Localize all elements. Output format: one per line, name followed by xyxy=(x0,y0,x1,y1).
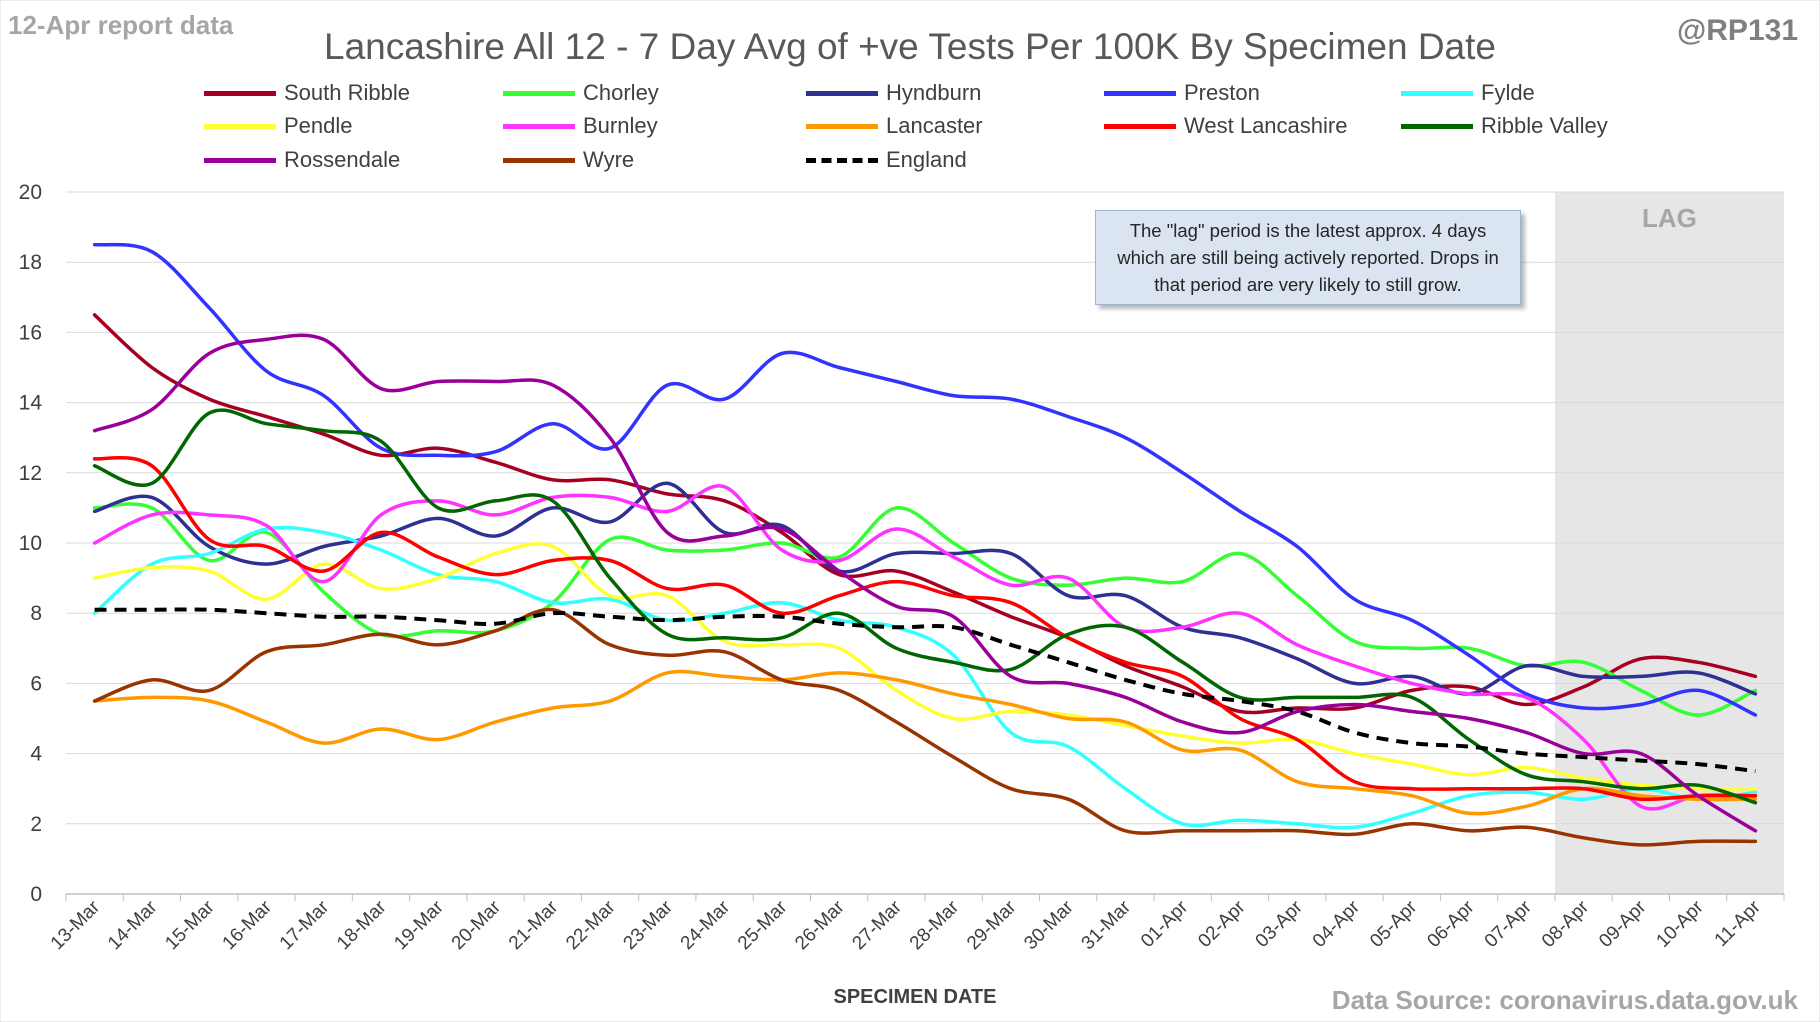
y-tick-label: 2 xyxy=(30,813,42,836)
legend-item-south-ribble: South Ribble xyxy=(204,78,410,108)
legend-label: Ribble Valley xyxy=(1481,113,1608,138)
y-tick-label: 12 xyxy=(19,462,42,485)
legend-label: Burnley xyxy=(583,113,658,138)
legend-swatch xyxy=(806,157,878,163)
legend-swatch xyxy=(204,123,276,129)
legend-item-preston: Preston xyxy=(1104,78,1260,108)
legend-swatch xyxy=(1401,90,1473,96)
legend-label: Preston xyxy=(1184,80,1260,105)
legend-label: Pendle xyxy=(284,113,353,138)
legend-item-fylde: Fylde xyxy=(1401,78,1535,108)
legend-swatch xyxy=(1104,90,1176,96)
y-tick-label: 20 xyxy=(19,181,42,204)
y-tick-label: 16 xyxy=(19,321,42,344)
legend-item-pendle: Pendle xyxy=(204,111,353,141)
report-date-note: 12-Apr report data xyxy=(8,10,234,40)
legend-item-wyre: Wyre xyxy=(503,145,634,175)
lag-annotation: The "lag" period is the latest approx. 4… xyxy=(1095,210,1521,305)
legend-label: Chorley xyxy=(583,80,659,105)
y-tick-label: 18 xyxy=(19,251,42,274)
y-tick-label: 6 xyxy=(30,672,42,695)
legend-label: South Ribble xyxy=(284,80,410,105)
legend-label: Fylde xyxy=(1481,80,1535,105)
legend-item-hyndburn: Hyndburn xyxy=(806,78,981,108)
legend-item-england: England xyxy=(806,145,967,175)
y-tick-label: 14 xyxy=(19,392,43,415)
legend-item-ribble-valley: Ribble Valley xyxy=(1401,111,1608,141)
legend-swatch xyxy=(1104,123,1176,129)
legend-label: Wyre xyxy=(583,147,635,172)
legend-item-burnley: Burnley xyxy=(503,111,658,141)
legend-swatch xyxy=(503,123,575,129)
legend-label: Lancaster xyxy=(886,113,983,138)
lag-label: LAG xyxy=(1642,203,1697,233)
series-line-chorley xyxy=(92,502,1758,717)
series-line-west-lancashire xyxy=(92,455,1758,802)
legend-swatch xyxy=(503,157,575,163)
y-tick-label: 10 xyxy=(19,532,42,555)
data-source-note: Data Source: coronavirus.data.gov.uk xyxy=(1331,985,1798,1015)
series-line-ribble-valley xyxy=(92,408,1758,805)
series-line-wyre xyxy=(92,607,1758,847)
y-tick-label: 0 xyxy=(30,883,42,906)
legend-item-chorley: Chorley xyxy=(503,78,659,108)
legend-item-rossendale: Rossendale xyxy=(204,145,400,175)
legend-swatch xyxy=(1401,123,1473,129)
legend-swatch xyxy=(204,90,276,96)
series-line-rossendale xyxy=(92,333,1758,833)
legend-label: Rossendale xyxy=(284,147,401,172)
legend-label: Hyndburn xyxy=(886,80,982,105)
series-line-pendle xyxy=(92,542,1758,791)
author-handle: @RP131 xyxy=(1677,14,1798,47)
chart-title: Lancashire All 12 - 7 Day Avg of +ve Tes… xyxy=(324,26,1496,67)
legend-swatch xyxy=(806,90,878,96)
series-line-preston xyxy=(92,242,1758,717)
legend-swatch xyxy=(806,123,878,129)
legend-item-lancaster: Lancaster xyxy=(806,111,983,141)
legend-swatch xyxy=(204,157,276,163)
y-tick-label: 8 xyxy=(30,602,42,625)
legend-label: West Lancashire xyxy=(1184,113,1348,138)
legend-label: England xyxy=(886,147,967,172)
series-line-south-ribble xyxy=(92,313,1758,715)
legend-item-west-lancashire: West Lancashire xyxy=(1104,111,1347,141)
series-line-lancaster xyxy=(92,669,1758,816)
series-line-burnley xyxy=(92,484,1758,811)
x-axis-title: SPECIMEN DATE xyxy=(834,986,997,1008)
legend-swatch xyxy=(503,90,575,96)
y-tick-label: 4 xyxy=(30,743,42,766)
series-line-england xyxy=(94,607,1756,774)
series-line-fylde xyxy=(92,525,1758,830)
